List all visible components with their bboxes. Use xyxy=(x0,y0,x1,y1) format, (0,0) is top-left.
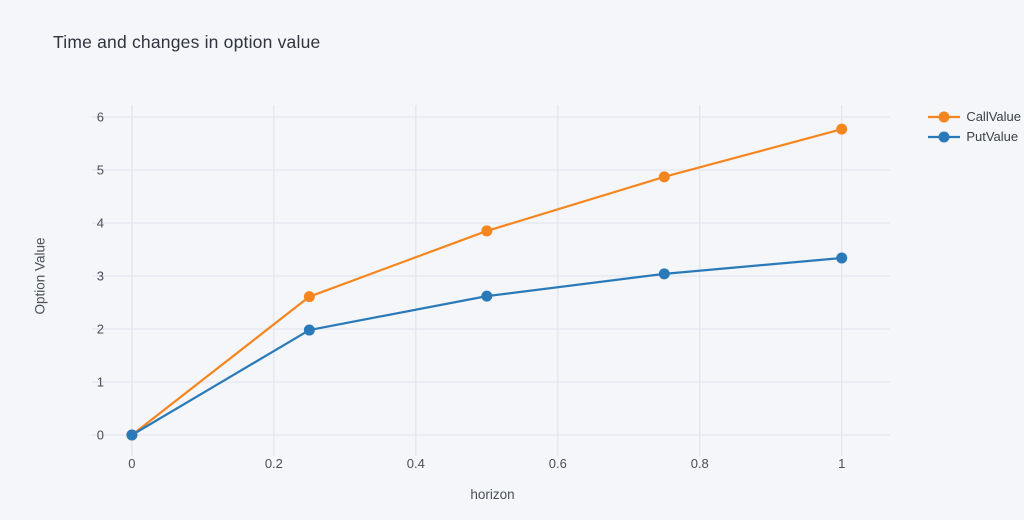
y-tick-label: 3 xyxy=(97,268,104,283)
x-axis-title: horizon xyxy=(470,487,515,502)
series-line-callvalue xyxy=(131,128,843,436)
y-tick-label: 2 xyxy=(97,321,104,336)
data-point-putvalue[interactable] xyxy=(481,290,493,302)
x-tick-label: 0.2 xyxy=(265,456,283,471)
legend-line-marker-icon xyxy=(928,131,961,142)
series-line-putvalue xyxy=(131,256,842,436)
legend-item-putvalue[interactable]: PutValue xyxy=(927,127,1021,146)
legend-item-label: PutValue xyxy=(966,129,1019,144)
x-tick-label: 0.4 xyxy=(407,456,425,471)
data-point-putvalue[interactable] xyxy=(303,324,315,336)
y-tick-label: 4 xyxy=(97,215,104,230)
y-axis-title: Option Value xyxy=(32,237,48,315)
data-point-putvalue[interactable] xyxy=(836,252,848,264)
y-tick-label: 0 xyxy=(97,428,104,443)
data-point-callvalue[interactable] xyxy=(481,225,493,237)
legend: CallValue PutValue xyxy=(927,107,1021,146)
x-tick-label: 0 xyxy=(128,456,135,471)
data-point-putvalue[interactable] xyxy=(658,268,670,280)
legend-line-marker-icon xyxy=(928,111,961,122)
y-tick-label: 5 xyxy=(97,162,104,177)
data-point-callvalue[interactable] xyxy=(658,171,670,183)
legend-item-label: CallValue xyxy=(966,109,1021,124)
x-tick-label: 0.8 xyxy=(691,456,709,471)
y-tick-label: 6 xyxy=(97,109,104,124)
data-point-putvalue[interactable] xyxy=(126,429,138,441)
data-point-callvalue[interactable] xyxy=(836,123,848,135)
data-point-callvalue[interactable] xyxy=(303,291,315,303)
legend-item-callvalue[interactable]: CallValue xyxy=(927,107,1021,126)
y-tick-label: 1 xyxy=(97,374,104,389)
x-tick-label: 1 xyxy=(838,456,845,471)
chart-title: Time and changes in option value xyxy=(53,32,321,52)
x-tick-label: 0.6 xyxy=(549,456,567,471)
